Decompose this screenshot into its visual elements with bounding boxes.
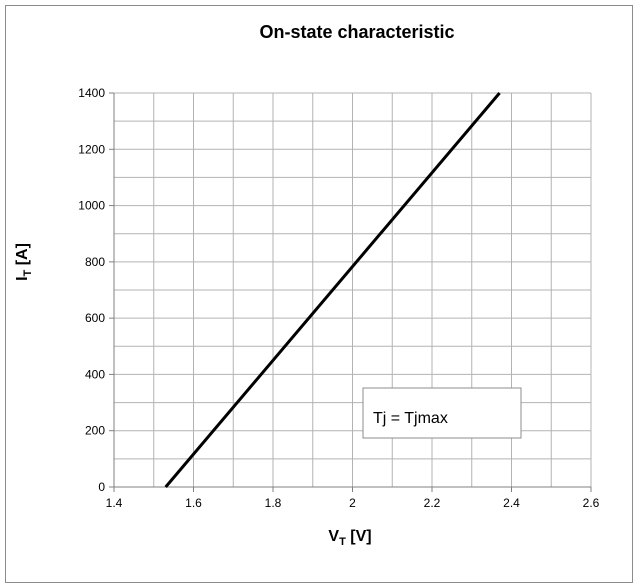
- series-line: [164, 92, 501, 488]
- y-tick-label: 1000: [78, 199, 105, 213]
- x-tick-label: 2.4: [503, 496, 520, 510]
- x-tick-label: 1.4: [106, 496, 123, 510]
- legend-box: [362, 387, 522, 439]
- x-tick-label: 2: [349, 496, 356, 510]
- y-axis-label: IT [A]: [14, 243, 34, 281]
- y-tick-label: 800: [85, 255, 105, 269]
- y-tick-label: 400: [85, 367, 105, 381]
- legend: Tj = Tjmax: [362, 387, 522, 439]
- y-tick-label: 600: [85, 311, 105, 325]
- x-axis-label: VT [V]: [328, 528, 371, 548]
- legend-text: Tj = Tjmax: [373, 410, 448, 427]
- y-tick-label: 0: [98, 480, 105, 494]
- y-tick-label: 1400: [78, 86, 105, 100]
- y-tick-labels: 0 200 400 600 800 1000 1200 1400: [78, 86, 114, 494]
- x-tick-labels: 1.4 1.6 1.8 2 2.2 2.4 2.6: [106, 487, 600, 510]
- chart-title: On-state characteristic: [259, 22, 454, 42]
- x-tick-label: 2.6: [583, 496, 600, 510]
- x-tick-label: 2.2: [424, 496, 441, 510]
- y-tick-label: 200: [85, 424, 105, 438]
- y-tick-label: 1200: [78, 142, 105, 156]
- series: [164, 92, 501, 488]
- x-tick-label: 1.8: [265, 496, 282, 510]
- x-tick-label: 1.6: [185, 496, 202, 510]
